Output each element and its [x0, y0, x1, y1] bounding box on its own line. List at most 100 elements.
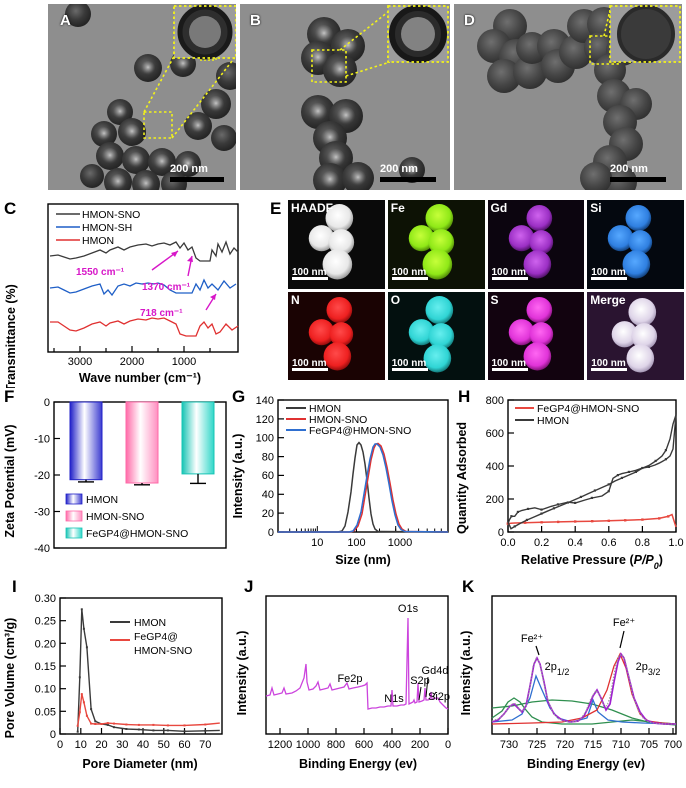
panel-j-peak-gd4d: Gd4d — [422, 665, 449, 677]
panel-label-j: J — [244, 577, 254, 596]
eds-scale-bar-n — [292, 368, 328, 371]
panel-h-bet-chart: Quantity Adsorbed 0 200 400 600 800 0.0 … — [452, 386, 686, 571]
panel-f-legend-swatch-1 — [65, 510, 83, 522]
panel-g-ytick-5: 100 — [256, 433, 274, 445]
eds-scale-bar-s — [491, 368, 528, 371]
panel-f-bar-hmon — [69, 401, 103, 481]
panel-j-peak-s2p: S2p — [410, 675, 430, 687]
panel-c-curve-hmon-sno — [49, 240, 239, 262]
panel-k-xtick-3: 715 — [584, 739, 602, 751]
eds-scale-label-gd: 100 nm — [491, 266, 526, 278]
panel-k-xtick-4: 710 — [612, 739, 630, 751]
panel-f-ytick-0: 0 — [44, 397, 50, 409]
panel-j-xtick-3: 600 — [355, 739, 373, 751]
panel-i-curve-fegp4 — [77, 693, 220, 727]
panel-c-annotation-718: 718 cm⁻¹ — [140, 293, 217, 319]
panel-f-legend-0: HMON — [86, 494, 118, 506]
panel-label-c: C — [4, 199, 17, 218]
panel-h-ytick-3: 600 — [486, 428, 504, 440]
panel-label-f: F — [4, 387, 15, 406]
panel-i-xtick-2: 20 — [95, 739, 107, 751]
scale-bar-label-b: 200 nm — [380, 163, 418, 175]
eds-label-s: S — [490, 292, 499, 307]
panel-c-ylabel: Transmittance (%) — [4, 284, 18, 388]
panel-k-annotation-2p12: 2p1/2 — [545, 661, 570, 677]
panel-c-annotation-1370: 1370 cm⁻¹ — [142, 255, 193, 293]
panel-h-markers-hmon — [510, 449, 667, 528]
panel-i-legend-0: HMON — [134, 617, 166, 629]
panel-g-legend-0: HMON — [309, 403, 341, 415]
panel-c-annotation-1550: 1550 cm⁻¹ — [76, 250, 179, 278]
panel-j-xtick-6: 0 — [445, 739, 451, 751]
eds-label-si: Si — [590, 201, 602, 215]
panel-j-xlabel: Binding Energy (ev) — [299, 757, 417, 771]
panel-j-peak-n1s: N1s — [384, 693, 404, 705]
panel-f-errorbars — [78, 473, 206, 486]
panel-i-ytick-1: 0.05 — [35, 706, 56, 718]
panel-c-xtick-0: 3000 — [68, 356, 92, 368]
eds-label-gd: Gd — [490, 201, 508, 215]
panel-c-curve-hmon-sh — [49, 278, 237, 297]
panel-c-legend-1: HMON-SH — [82, 222, 132, 234]
eds-scale-label-merge: 100 nm — [591, 358, 626, 369]
panel-f-zeta-chart: Zeta Potential (mV) 0 -10 -20 -30 -40 HM… — [0, 386, 232, 571]
panel-k-xtick-0: 730 — [500, 739, 518, 751]
panel-k-annotation-2p32: 2p3/2 — [636, 661, 661, 677]
panel-i-markers-hmon — [76, 608, 207, 733]
panel-g-xtick-1: 100 — [347, 537, 365, 549]
panel-f-legend-swatch-2 — [65, 527, 83, 539]
panel-j-xtick-2: 800 — [327, 739, 345, 751]
panel-g-ytick-2: 40 — [262, 489, 274, 501]
panel-f-legend-swatch-0 — [65, 493, 83, 505]
panel-i-xtick-7: 70 — [199, 739, 211, 751]
panel-f-legend-2: FeGP4@HMON-SNO — [86, 528, 188, 540]
eds-scale-bar-o — [391, 368, 428, 371]
panel-i-legend-1a: FeGP4@ — [134, 631, 178, 643]
eds-scale-label-s: 100 nm — [491, 358, 526, 369]
panel-j-ylabel: Intensity (a.u.) — [235, 631, 249, 716]
eds-label-merge: Merge — [590, 292, 626, 307]
panel-h-curve-hmon-adsorption — [507, 414, 677, 525]
panel-c-legend-0: HMON-SNO — [82, 209, 140, 221]
tem-image-b: B 200 nm — [240, 4, 450, 190]
panel-c-curve-hmon — [50, 317, 239, 337]
panel-h-ytick-1: 200 — [486, 494, 504, 506]
panel-f-ylabel: Zeta Potential (mV) — [3, 424, 17, 537]
panel-g-curve-fegp4 — [278, 443, 449, 533]
panel-g-ytick-6: 120 — [256, 414, 274, 426]
panel-f-legend: HMON HMON-SNO FeGP4@HMON-SNO — [65, 493, 188, 540]
panel-k-annotation-fe2plus-1: Fe²⁺ — [521, 633, 544, 645]
panel-i-ytick-3: 0.15 — [35, 661, 56, 673]
eds-scale-label-si: 100 nm — [591, 266, 626, 278]
tem-panel-label-d: D — [464, 12, 475, 29]
eds-scale-bar-si — [591, 276, 628, 280]
panel-f-bar-hmon-sno — [125, 401, 159, 484]
panel-j-peak-o1s: O1s — [398, 603, 419, 615]
panel-g-legend-2: FeGP4@HMON-SNO — [309, 425, 411, 437]
panel-i-ytick-5: 0.25 — [35, 616, 56, 628]
panel-f-ytick-2: -20 — [34, 470, 50, 482]
panel-k-xtick-2: 720 — [556, 739, 574, 751]
panel-c-xlabel: Wave number (cm⁻¹) — [79, 371, 201, 385]
panel-g-xtick-2: 1000 — [388, 537, 412, 549]
panel-j-xtick-1: 1000 — [296, 739, 320, 751]
panel-i-xtick-1: 10 — [75, 739, 87, 751]
panel-c-annotation-label-0: 1550 cm⁻¹ — [76, 267, 125, 278]
panel-i-ylabel: Pore Volume (cm³/g) — [3, 618, 17, 739]
panel-h-markers-fegp4 — [506, 515, 670, 525]
eds-map-n: N 100 nm — [288, 291, 385, 380]
panel-h-legend-1: HMON — [537, 415, 569, 427]
panel-h-xlabel: Relative Pressure (P/P0) — [521, 553, 663, 571]
panel-label-h: H — [458, 387, 471, 406]
eds-map-haadf: HAADF 100 nm — [288, 200, 385, 289]
eds-map-si: Si 100 nm — [587, 200, 684, 289]
panel-g-xlabel: Size (nm) — [335, 553, 391, 567]
panel-f-legend-1: HMON-SNO — [86, 511, 144, 523]
panel-h-legend-0: FeGP4@HMON-SNO — [537, 403, 639, 415]
panel-g-dls-chart: Intensity (a.u.) 0 20 40 60 80 100 120 1… — [228, 386, 456, 571]
panel-g-curve-hmon — [278, 441, 449, 533]
panel-h-xtick-2: 0.4 — [568, 537, 583, 549]
eds-scale-bar-fe — [391, 276, 428, 280]
panel-h-xtick-4: 0.8 — [635, 537, 650, 549]
panel-k-ylabel: Intensity (a.u.) — [459, 631, 473, 716]
